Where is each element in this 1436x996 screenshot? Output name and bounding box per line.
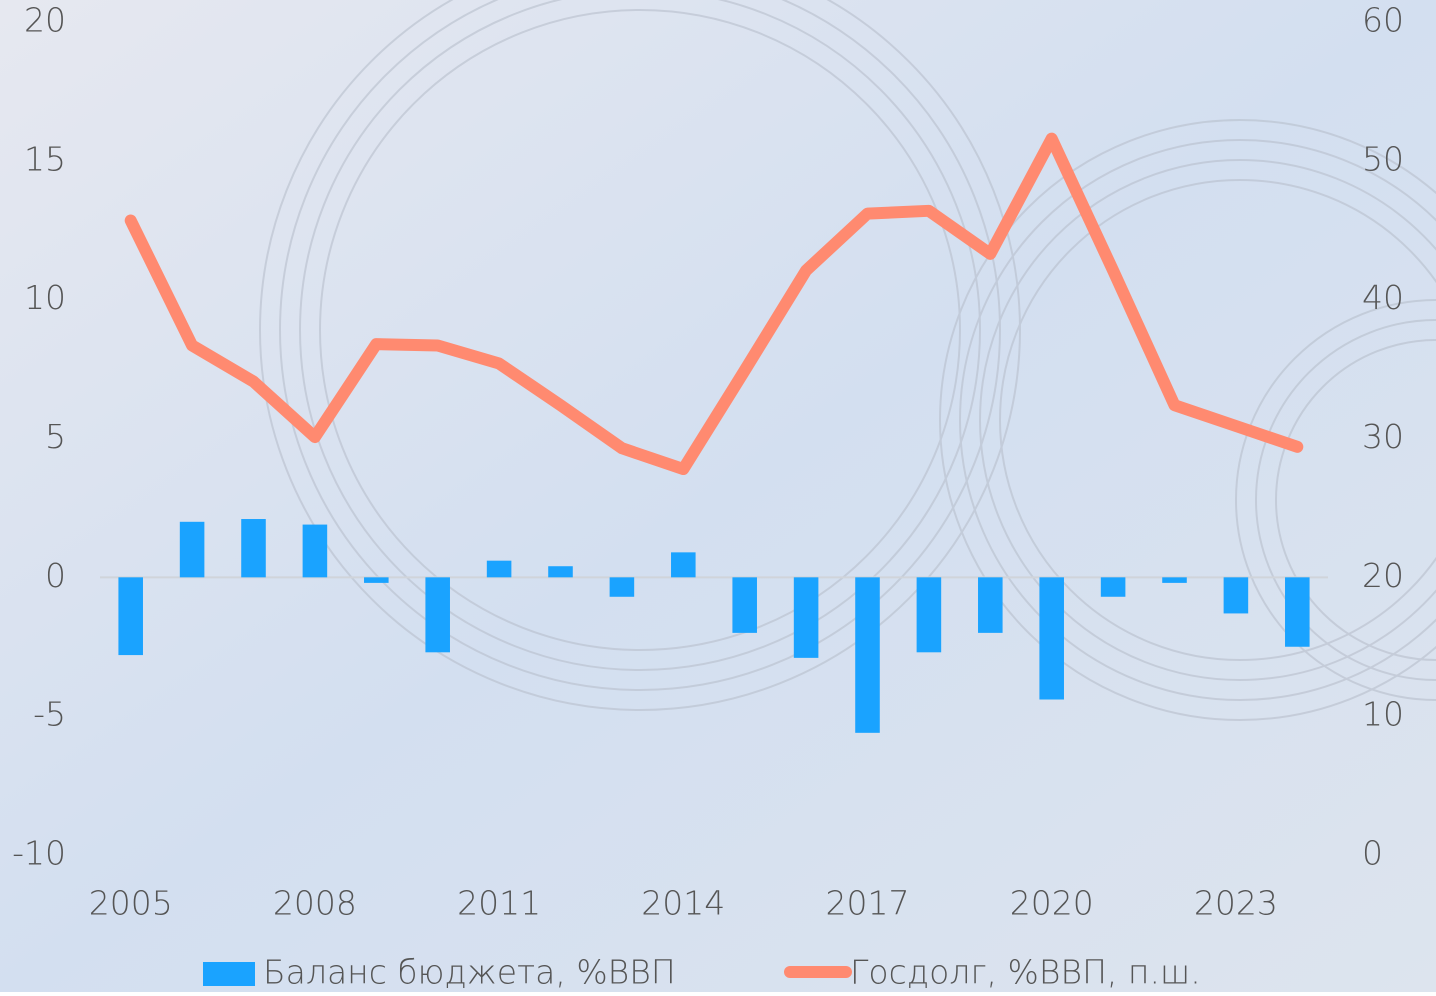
x-tick-label: 2017 bbox=[826, 884, 910, 923]
bar bbox=[241, 519, 266, 578]
bar bbox=[671, 552, 696, 578]
bar bbox=[916, 577, 942, 653]
decoration bbox=[259, 0, 1436, 721]
bar bbox=[1162, 577, 1187, 583]
bar bbox=[855, 577, 880, 733]
legend-swatch bbox=[203, 962, 255, 986]
bar bbox=[609, 577, 635, 597]
y-tick-label: -10 bbox=[12, 834, 66, 873]
x-tick-label: 2008 bbox=[273, 884, 357, 923]
bar bbox=[793, 577, 819, 658]
bar bbox=[425, 577, 450, 653]
y2-tick-label: 20 bbox=[1362, 556, 1404, 595]
y2-tick-label: 50 bbox=[1362, 139, 1404, 178]
bar bbox=[1285, 577, 1310, 647]
y-tick-label: 20 bbox=[24, 1, 66, 40]
y-tick-label: 10 bbox=[24, 278, 66, 317]
y-tick-label: 0 bbox=[45, 556, 66, 595]
bar bbox=[1039, 577, 1064, 700]
y2-tick-label: 30 bbox=[1362, 417, 1404, 456]
y2-tick-label: 10 bbox=[1362, 695, 1404, 734]
legend-label: Баланс бюджета, %ВВП bbox=[263, 953, 676, 992]
x-tick-label: 2005 bbox=[89, 884, 173, 923]
bar bbox=[978, 577, 1003, 633]
bar bbox=[179, 521, 205, 578]
bar bbox=[486, 560, 512, 578]
y-tick-label: -5 bbox=[33, 695, 66, 734]
y2-tick-label: 40 bbox=[1362, 278, 1404, 317]
y2-tick-label: 0 bbox=[1362, 834, 1383, 873]
legend-label: Госдолг, %ВВП, п.ш. bbox=[850, 953, 1201, 992]
bar bbox=[732, 577, 757, 633]
y-tick-label: 5 bbox=[45, 417, 66, 456]
bar bbox=[364, 577, 389, 583]
bar bbox=[548, 566, 573, 578]
x-tick-label: 2014 bbox=[641, 884, 725, 923]
y2-tick-label: 60 bbox=[1362, 1, 1404, 40]
y-tick-label: 15 bbox=[24, 139, 66, 178]
bar bbox=[302, 524, 328, 578]
bar bbox=[1223, 577, 1249, 614]
line bbox=[124, 132, 1304, 476]
x-tick-label: 2011 bbox=[457, 884, 541, 923]
x-tick-label: 2023 bbox=[1194, 884, 1278, 923]
bar bbox=[1100, 577, 1126, 597]
bar bbox=[118, 577, 143, 656]
x-tick-label: 2020 bbox=[1010, 884, 1094, 923]
